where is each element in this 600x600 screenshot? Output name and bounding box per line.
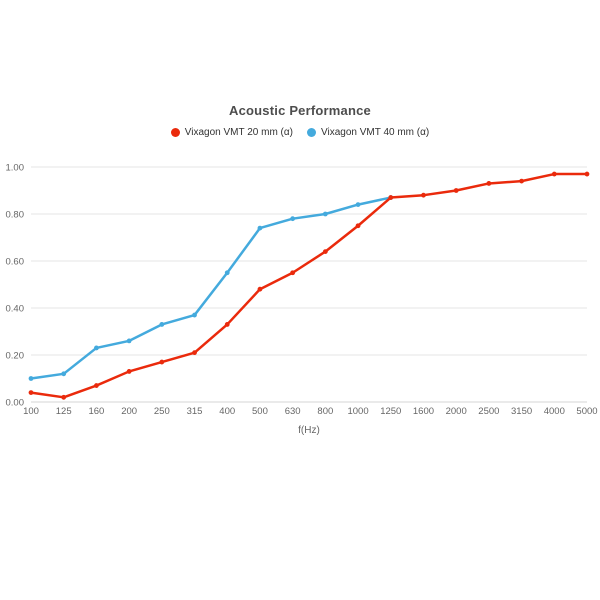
data-point-800hz	[322, 249, 328, 255]
data-point-400hz	[224, 322, 230, 327]
legend-marker-icon	[307, 128, 316, 137]
x-tick-label: 315	[187, 406, 203, 417]
y-tick-label: 0.80	[6, 210, 25, 221]
data-point-160hz	[94, 383, 99, 388]
x-axis-title: f(Hz)	[298, 425, 320, 436]
data-point-160hz	[94, 345, 99, 351]
data-point-500hz	[257, 225, 263, 231]
x-tick-label: 100	[23, 406, 39, 417]
x-tick-label: 4000	[544, 406, 565, 417]
data-point-800hz	[322, 211, 328, 217]
y-tick-label: 0.00	[6, 398, 25, 409]
data-point-1000hz	[355, 223, 361, 229]
y-tick-label: 0.20	[6, 351, 25, 362]
data-point-5000hz	[584, 171, 590, 177]
x-tick-label: 125	[56, 406, 72, 417]
x-tick-label: 500	[252, 406, 268, 417]
data-point-500hz	[257, 286, 263, 292]
legend-item-vmt-20mm[interactable]: Vixagon VMT 20 mm (α)	[170, 127, 293, 138]
x-tick-label: 800	[317, 406, 333, 417]
x-tick-label: 2000	[446, 406, 467, 417]
data-point-315hz	[192, 312, 197, 318]
x-tick-label: 400	[219, 406, 235, 417]
data-point-200hz	[126, 338, 132, 344]
y-tick-label: 0.40	[6, 304, 25, 315]
data-point-4000hz	[551, 171, 557, 177]
chart-title: Acoustic Performance	[229, 103, 371, 118]
x-tick-label: 1000	[347, 406, 368, 417]
data-point-125hz	[61, 371, 67, 377]
series-line-vmt-20mm	[29, 172, 589, 399]
x-tick-label: 200	[121, 406, 137, 417]
data-point-400hz	[224, 270, 230, 276]
x-tick-label: 630	[285, 406, 301, 417]
data-point-315hz	[192, 350, 197, 356]
y-tick-label: 1.00	[6, 163, 25, 174]
x-tick-label: 5000	[576, 406, 597, 417]
data-point-2000hz	[453, 188, 459, 193]
series-line-vmt-40mm	[29, 196, 393, 380]
data-point-100hz	[28, 376, 34, 381]
x-tick-label: 2500	[478, 406, 499, 417]
data-point-1000hz	[355, 202, 361, 208]
data-point-1250hz	[388, 195, 394, 200]
data-point-630hz	[290, 270, 296, 276]
x-tick-label: 160	[88, 406, 104, 417]
x-tick-label: 250	[154, 406, 170, 417]
legend-item-vmt-40mm[interactable]: Vixagon VMT 40 mm (α)	[307, 127, 429, 138]
data-point-1600hz	[421, 192, 426, 198]
legend-marker-icon	[170, 128, 180, 137]
y-tick-label: 0.60	[6, 257, 25, 268]
data-point-3150hz	[519, 178, 524, 184]
legend-label: Vixagon VMT 20 mm (α)	[184, 127, 293, 138]
legend: Vixagon VMT 20 mm (α) Vixagon VMT 40 mm …	[0, 127, 600, 138]
data-point-2500hz	[486, 181, 492, 186]
data-point-200hz	[126, 369, 132, 374]
data-point-100hz	[28, 390, 34, 395]
x-tick-label: 3150	[511, 406, 532, 417]
data-point-250hz	[159, 322, 165, 327]
legend-label: Vixagon VMT 40 mm (α)	[321, 127, 430, 138]
x-tick-label: 1250	[380, 406, 401, 417]
data-point-630hz	[290, 216, 296, 222]
data-point-125hz	[61, 394, 67, 400]
x-tick-label: 1600	[413, 406, 434, 417]
data-point-250hz	[159, 359, 165, 365]
